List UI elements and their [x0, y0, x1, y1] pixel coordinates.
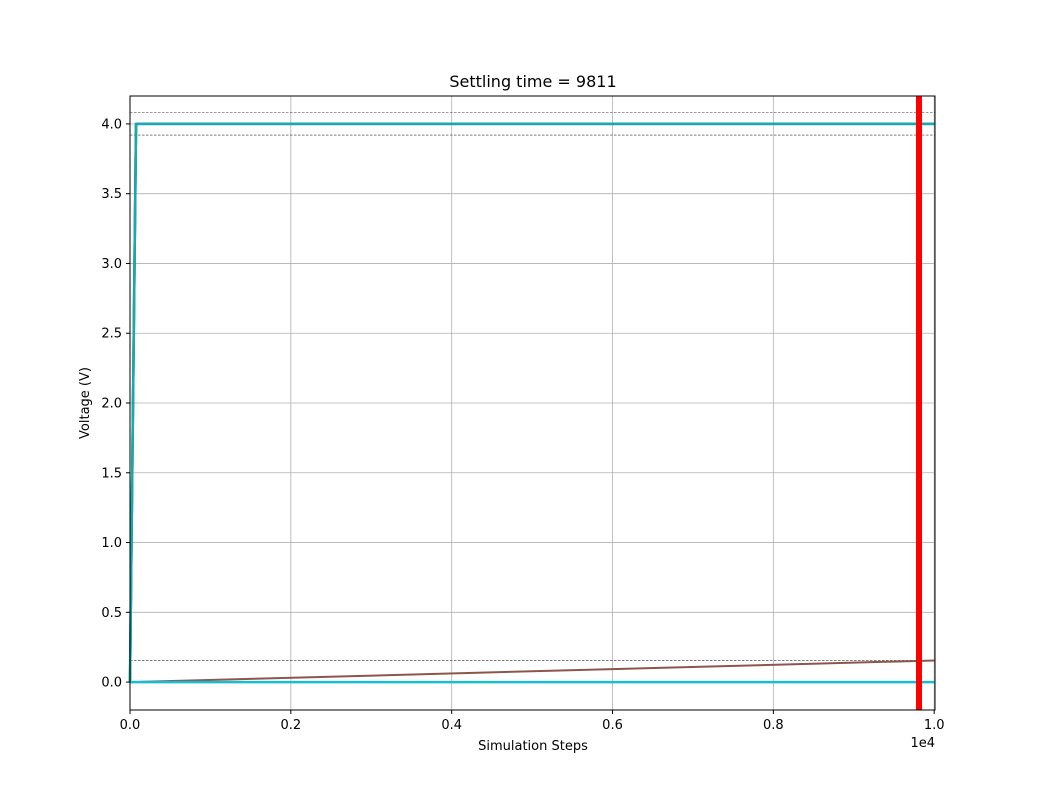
- x-tick-label: 0.2: [280, 718, 301, 733]
- y-tick-label: 3.0: [101, 257, 122, 272]
- x-tick-label: 0.4: [441, 718, 462, 733]
- series-line-4: [129, 659, 936, 684]
- x-axis-label: Simulation Steps: [478, 739, 588, 754]
- y-tick-label: 1.0: [101, 536, 122, 551]
- x-tick-label: 1.0: [924, 718, 945, 733]
- x-tick-label: 0.8: [763, 718, 784, 733]
- y-tick-label: 0.5: [101, 606, 122, 621]
- y-axis-ticks: 0.0 0.5 1.0 1.5 2.0 2.5 3.0 3.5 4.0: [101, 117, 130, 691]
- y-tick-label: 0.0: [101, 676, 122, 691]
- x-scale-label: 1e4: [910, 736, 935, 751]
- y-tick-label: 1.5: [101, 466, 122, 481]
- y-tick-label: 4.0: [101, 117, 122, 132]
- y-tick-label: 2.0: [101, 397, 122, 412]
- chart-title: Settling time = 9811: [449, 72, 616, 91]
- series-line-3: [128, 122, 935, 683]
- x-tick-label: 0.0: [120, 718, 141, 733]
- y-axis-label: Voltage (V): [78, 367, 93, 439]
- grid: [129, 96, 935, 710]
- x-axis-ticks: 0.0 0.2 0.4 0.6 0.8 1.0: [120, 710, 945, 733]
- x-tick-label: 0.6: [602, 718, 623, 733]
- y-tick-label: 2.5: [101, 327, 122, 342]
- series-lines: [128, 122, 936, 684]
- threshold-lines: [130, 112, 935, 661]
- y-tick-label: 3.5: [101, 187, 122, 202]
